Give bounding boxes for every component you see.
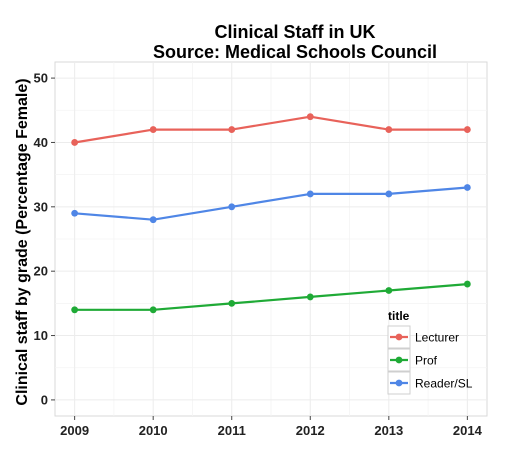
data-point-lecturer	[385, 126, 393, 133]
data-point-prof	[71, 306, 79, 314]
data-point-reader-sl	[385, 190, 393, 198]
y-axis-title: Clinical staff by grade (Percentage Fema…	[14, 78, 31, 405]
data-point-lecturer	[71, 139, 79, 146]
plot-area: 0 10 20 30 40 50 2009 2010 2011 2012 2013 2014	[34, 61, 488, 438]
data-point-reader-sl	[149, 216, 157, 224]
legend-label: Lecturer	[415, 331, 459, 345]
x-tick-label: 2012	[296, 423, 325, 438]
data-point-lecturer	[228, 126, 236, 133]
x-tick-label: 2010	[139, 423, 168, 438]
x-tick-label: 2014	[453, 423, 483, 438]
y-tick-label: 30	[34, 199, 48, 214]
data-point-reader-sl	[463, 184, 471, 191]
y-tick-label: 10	[34, 328, 48, 343]
series-line-lecturer	[74, 115, 468, 144]
y-tick-label: 40	[34, 135, 48, 150]
legend-label: Prof	[415, 354, 438, 368]
data-point-prof	[463, 280, 471, 288]
data-point-reader-sl	[71, 209, 79, 217]
x-tick-label: 2013	[374, 423, 403, 438]
data-point-lecturer	[463, 126, 471, 133]
data-point-lecturer	[149, 126, 157, 133]
y-tick-label: 0	[41, 392, 48, 407]
data-point-prof	[149, 306, 157, 314]
chart-title: Clinical Staff in UK Source: Medical Sch…	[153, 22, 437, 62]
data-point-reader-sl	[228, 203, 236, 211]
legend: title Lecturer Prof Reader/SL	[387, 309, 473, 395]
x-tick-label: 2011	[218, 423, 246, 438]
y-tick-label: 20	[34, 264, 48, 279]
data-point-lecturer	[306, 113, 314, 121]
data-point-reader-sl	[306, 190, 314, 198]
chart-title-line-1: Clinical Staff in UK	[214, 22, 375, 42]
x-tick-label: 2009	[60, 423, 89, 438]
series-line-reader-sl	[74, 186, 468, 221]
chart-title-line-2: Source: Medical Schools Council	[153, 42, 437, 62]
data-point-prof	[306, 293, 314, 301]
y-tick-label: 50	[34, 71, 48, 86]
legend-key-point	[395, 379, 403, 387]
legend-key-point	[395, 333, 403, 341]
data-point-prof	[228, 299, 236, 307]
legend-key-point	[395, 356, 403, 364]
legend-label: Reader/SL	[415, 377, 473, 391]
series-line-prof	[74, 283, 468, 311]
data-point-prof	[385, 287, 393, 294]
legend-title: title	[388, 309, 410, 323]
